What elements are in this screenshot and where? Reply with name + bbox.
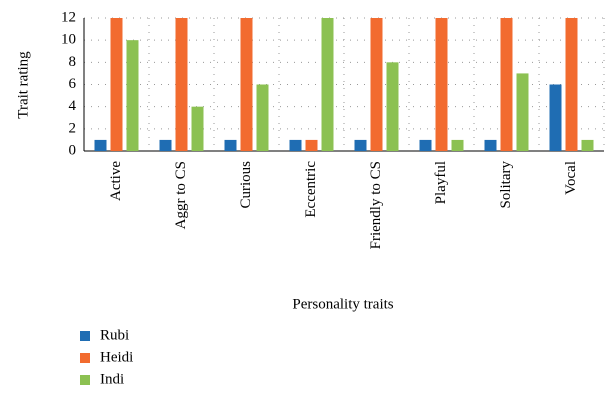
legend-swatch [80, 331, 90, 341]
bar [240, 18, 253, 151]
bar [565, 18, 578, 151]
y-axis-title: Trait rating [15, 51, 31, 119]
legend-label: Heidi [100, 349, 133, 365]
x-tick-label: Curious [238, 161, 254, 209]
x-tick-label: Friendly to CS [368, 161, 384, 249]
x-tick-label: Eccentric [303, 161, 319, 218]
y-tick-label: 10 [61, 32, 76, 48]
bar [419, 139, 432, 151]
bar [94, 139, 107, 151]
x-tick-label: Active [108, 161, 124, 201]
bar [289, 139, 302, 151]
bar [126, 40, 139, 151]
bar [370, 18, 383, 151]
bar [191, 106, 204, 151]
bar [484, 139, 497, 151]
bar [549, 84, 562, 151]
bar [305, 139, 318, 151]
y-tick-label: 4 [69, 98, 77, 114]
y-tick-label: 8 [69, 54, 77, 70]
bar [321, 18, 334, 151]
bar [110, 18, 123, 151]
y-tick-label: 6 [69, 76, 77, 92]
x-tick-label: Aggr to CS [173, 161, 189, 229]
x-axis-title: Personality traits [292, 296, 393, 312]
x-tick-label: Vocal [563, 161, 579, 195]
bar [159, 139, 172, 151]
bar [451, 139, 464, 151]
bar [224, 139, 237, 151]
y-tick-label: 12 [61, 9, 76, 25]
bar [354, 139, 367, 151]
bar [581, 139, 594, 151]
legend-swatch [80, 353, 90, 363]
legend-swatch [80, 375, 90, 385]
y-tick-label: 2 [69, 120, 77, 136]
y-tick-label: 0 [69, 142, 77, 158]
legend-label: Rubi [100, 327, 129, 343]
bar [256, 84, 269, 151]
bar [175, 18, 188, 151]
x-tick-label: Solitary [498, 161, 514, 209]
legend-label: Indi [100, 371, 124, 387]
bar [516, 73, 529, 151]
bar [386, 62, 399, 152]
bar [435, 18, 448, 151]
bar [500, 18, 513, 151]
x-tick-label: Playful [433, 161, 449, 204]
